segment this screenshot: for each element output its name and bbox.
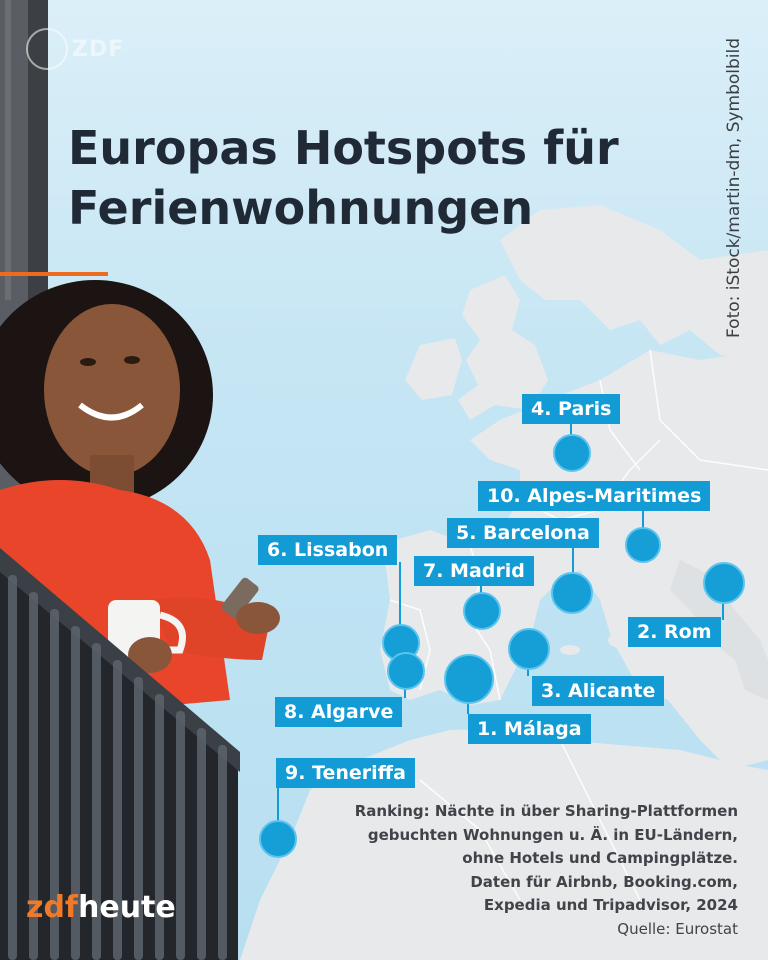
railing-bar	[92, 643, 101, 960]
city-marker-malaga[interactable]	[444, 654, 494, 704]
landmass-britain	[458, 275, 548, 420]
landmass-ireland	[405, 338, 462, 400]
railing-bar	[134, 677, 143, 960]
balcony-railing	[0, 548, 240, 960]
city-marker-alicante[interactable]	[508, 628, 550, 670]
city-label-malaga: 1. Málaga	[468, 714, 591, 744]
railing-bar	[155, 694, 164, 960]
city-marker-teneriffa[interactable]	[259, 820, 297, 858]
page-title: Europas Hotspots für Ferienwohnungen	[68, 118, 688, 238]
city-label-barcelona: 5. Barcelona	[447, 518, 599, 548]
city-label-lissabon: 6. Lissabon	[258, 535, 398, 565]
footnote-source: Quelle: Eurostat	[617, 919, 738, 938]
zdf-watermark: ZDF	[26, 28, 124, 70]
phone	[221, 577, 259, 619]
title-line-2: Ferienwohnungen	[68, 181, 534, 235]
footnote-line-4: Daten für Airbnb, Booking.com,	[470, 872, 738, 891]
city-marker-algarve[interactable]	[387, 652, 425, 690]
railing-bar	[176, 711, 185, 960]
city-label-paris: 4. Paris	[522, 394, 621, 424]
woman-photo	[0, 280, 280, 720]
railing-bar	[8, 575, 17, 960]
city-marker-alpes-maritimes[interactable]	[625, 527, 661, 563]
logo-zdf: zdf	[26, 890, 78, 925]
city-marker-madrid[interactable]	[463, 592, 501, 630]
face	[44, 304, 180, 476]
title-line-1: Europas Hotspots für	[68, 121, 619, 175]
railing-bar	[29, 592, 38, 960]
title-accent-line	[0, 272, 108, 276]
zdf-ring-icon	[26, 28, 68, 70]
railing-bar	[218, 745, 227, 960]
footnote-line-2: gebuchten Wohnungen u. Ä. in EU-Ländern,	[367, 825, 738, 844]
city-marker-barcelona[interactable]	[551, 572, 593, 614]
zdfheute-logo: zdfheute	[26, 890, 176, 925]
railing-bar	[197, 728, 206, 960]
logo-heute: heute	[78, 890, 176, 925]
railing-bar	[71, 626, 80, 960]
landmass-scandinavia	[500, 205, 768, 360]
footnote-line-5: Expedia und Tripadvisor, 2024	[483, 896, 738, 914]
city-marker-rom[interactable]	[703, 562, 745, 604]
zdf-watermark-text: ZDF	[72, 36, 125, 62]
city-label-madrid: 7. Madrid	[414, 556, 534, 586]
railing-bar	[50, 609, 59, 960]
footnote-line-3: ohne Hotels und Campingplätze.	[462, 849, 738, 867]
city-label-rom: 2. Rom	[628, 617, 721, 647]
hand-phone	[236, 602, 280, 634]
city-label-algarve: 8. Algarve	[275, 697, 403, 727]
ranking-footnote: Ranking: Nächte in über Sharing-Plattfor…	[355, 800, 738, 941]
city-label-alicante: 3. Alicante	[532, 676, 665, 706]
city-label-teneriffa: 9. Teneriffa	[276, 758, 415, 788]
hand-mug	[128, 637, 172, 673]
smile	[78, 402, 144, 421]
footnote-line-1: Ranking: Nächte in über Sharing-Plattfor…	[354, 802, 738, 820]
city-marker-paris[interactable]	[553, 434, 591, 472]
railing-bar	[113, 660, 122, 960]
city-label-alpes-maritimes: 10. Alpes-Maritimes	[478, 481, 711, 511]
